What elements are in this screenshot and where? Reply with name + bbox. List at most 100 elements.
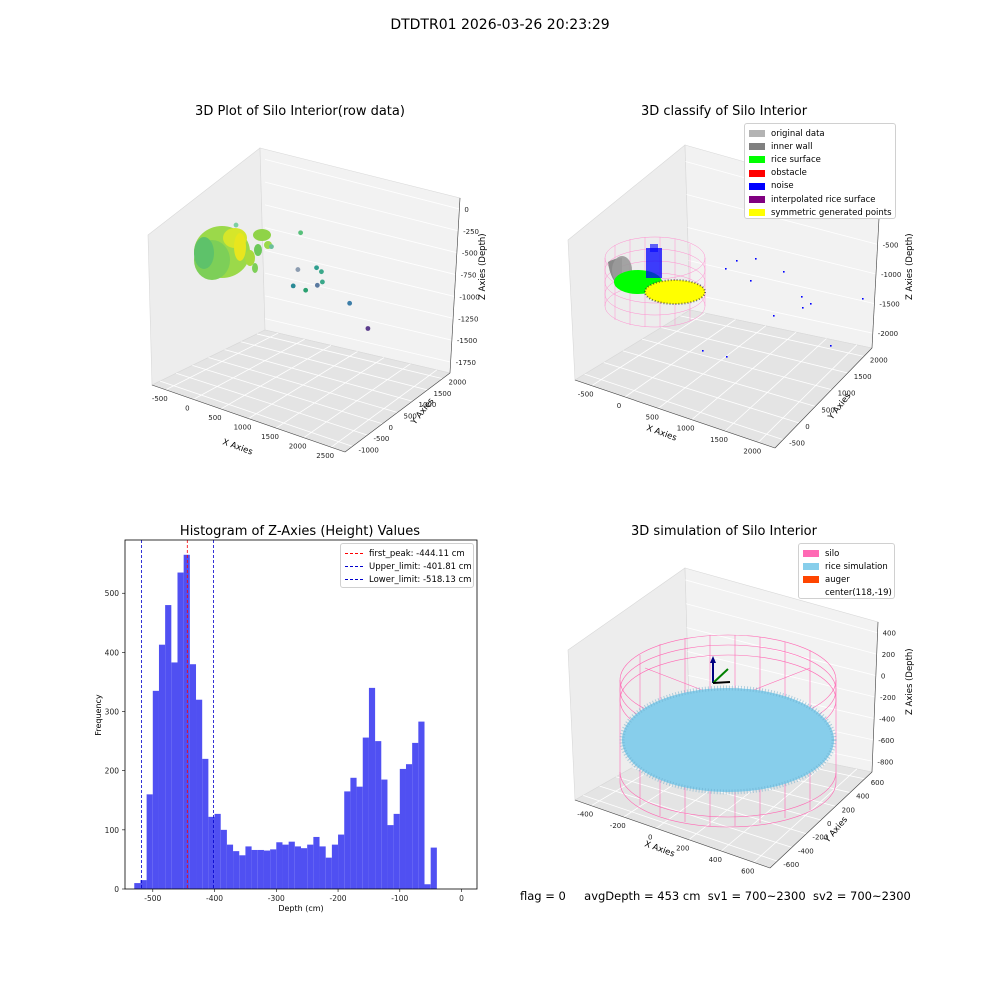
histogram-chart: -500 -400 -300 -200 -100 0 0 100 200 300 400 500 De… bbox=[94, 539, 478, 913]
legend-item-auger: auger bbox=[803, 573, 890, 586]
raw-z-axis-label: Z Axies (Depth) bbox=[478, 233, 488, 300]
histogram-x-label: Depth (cm) bbox=[278, 904, 323, 913]
y-tick-label: -500 bbox=[374, 435, 390, 443]
histogram-bar bbox=[208, 816, 215, 889]
histogram-bar bbox=[257, 849, 264, 889]
histogram-bar bbox=[307, 844, 314, 889]
classify-3d-plot: -500 0 500 1000 1500 2000 -500 0 500 1000 1500 2000… bbox=[567, 144, 915, 455]
histogram-bar bbox=[158, 644, 166, 889]
raw-3d-plot: -50005001000150020002500-1000-5000500100… bbox=[147, 147, 488, 460]
histogram-bar bbox=[368, 687, 376, 889]
y-tick-label: 500 bbox=[404, 413, 417, 421]
z-tick-label: -1000 bbox=[881, 271, 901, 279]
histogram-bar bbox=[276, 842, 283, 889]
histogram-bar bbox=[140, 880, 147, 889]
legend-item-rice-simulation: rice simulation bbox=[803, 560, 890, 573]
x-tick-label: 1500 bbox=[710, 436, 728, 444]
y-tick-label: 1500 bbox=[854, 373, 872, 381]
x-tick-label: -500 bbox=[152, 395, 168, 403]
histogram-bar bbox=[418, 721, 425, 889]
sim-x-axis-label: X Axies bbox=[643, 839, 676, 859]
legend-swatch bbox=[749, 156, 765, 164]
noise-point bbox=[750, 280, 752, 282]
legend-swatch bbox=[749, 196, 765, 204]
legend-item-obstacle: obstacle bbox=[749, 167, 891, 180]
legend-swatch bbox=[749, 209, 765, 217]
outlier-point bbox=[303, 287, 309, 293]
y-tick-label: 300 bbox=[105, 708, 120, 717]
histogram-bar bbox=[331, 844, 339, 889]
y-tick-label: -500 bbox=[789, 440, 805, 448]
x-tick-label: 200 bbox=[676, 845, 689, 853]
outlier-point bbox=[314, 265, 319, 271]
histogram-bar bbox=[171, 662, 178, 889]
histogram-bar bbox=[239, 855, 246, 889]
histogram-bar bbox=[430, 847, 437, 889]
x-tick-label: 2000 bbox=[289, 443, 307, 451]
histogram-bar bbox=[146, 794, 153, 889]
histogram-bar bbox=[288, 841, 295, 889]
histogram-bar bbox=[233, 851, 240, 889]
noise-point bbox=[802, 307, 804, 309]
histogram-bar bbox=[338, 834, 345, 889]
avg-depth-text: avgDepth = 453 cm bbox=[584, 889, 701, 903]
noise-point bbox=[783, 271, 785, 273]
x-tick-label: 2000 bbox=[743, 447, 761, 455]
x-tick-label: 0 bbox=[185, 404, 189, 412]
outlier-point bbox=[320, 279, 325, 285]
noise-point bbox=[755, 258, 757, 260]
x-tick-label: -400 bbox=[577, 811, 593, 819]
y-tick-label: 600 bbox=[871, 779, 884, 787]
histogram-bar bbox=[381, 779, 388, 889]
histogram-bar bbox=[301, 848, 308, 889]
y-tick-label: -400 bbox=[798, 847, 814, 855]
y-tick-label: -600 bbox=[783, 861, 799, 869]
z-tick-label: -500 bbox=[462, 250, 478, 258]
panel-title-raw: 3D Plot of Silo Interior(row data) bbox=[195, 104, 405, 119]
histogram-y-label: Frequency bbox=[94, 694, 103, 736]
histogram-bar bbox=[294, 846, 301, 889]
noise-point bbox=[773, 315, 775, 317]
histogram-bar bbox=[387, 825, 394, 889]
y-tick-label: 0 bbox=[827, 820, 831, 828]
figure-title: DTDTR01 2026-03-26 20:23:29 bbox=[390, 17, 610, 33]
z-tick-label: -250 bbox=[463, 228, 479, 236]
histogram-bar bbox=[344, 791, 351, 889]
histogram-bar bbox=[313, 836, 320, 889]
z-tick-label: 200 bbox=[882, 651, 895, 659]
legend-item-noise: noise bbox=[749, 180, 891, 193]
x-tick-label: -400 bbox=[206, 894, 223, 903]
y-tick-label: 2000 bbox=[870, 356, 888, 364]
y-tick-label: 1000 bbox=[419, 401, 437, 409]
legend-item-center: center(118,-19) bbox=[803, 587, 892, 600]
legend-swatch bbox=[803, 563, 819, 571]
classify-x-axis-label: X Axies bbox=[645, 423, 678, 443]
classify-legend: original data inner wall rice surface ob… bbox=[744, 123, 896, 219]
legend-item-symmetric: symmetric generated points bbox=[749, 206, 892, 219]
histogram-bar bbox=[202, 758, 209, 889]
z-tick-label: -1250 bbox=[458, 315, 478, 323]
z-tick-label: -800 bbox=[877, 758, 893, 766]
histogram-bar bbox=[270, 849, 277, 889]
simulation-legend: silo rice simulation auger center(118,-1… bbox=[798, 543, 895, 599]
panel-title-histogram: Histogram of Z-Axies (Height) Values bbox=[179, 524, 421, 539]
y-tick-label: 200 bbox=[105, 767, 120, 776]
y-tick-label: 0 bbox=[114, 885, 119, 894]
z-tick-label: 0 bbox=[464, 206, 468, 214]
histogram-bar bbox=[393, 813, 400, 889]
histogram-bar bbox=[189, 664, 197, 889]
histogram-bar bbox=[282, 844, 289, 889]
histogram-legend: first_peak: -444.11 cm Upper_limit: -401… bbox=[340, 543, 474, 588]
noise-point bbox=[830, 345, 832, 347]
y-tick-label: -1000 bbox=[359, 446, 379, 454]
legend-swatch bbox=[749, 182, 765, 190]
legend-swatch bbox=[749, 169, 765, 177]
histogram-bar bbox=[245, 846, 252, 889]
noise-point bbox=[725, 268, 727, 270]
legend-item-first-peak: first_peak: -444.11 cm bbox=[345, 547, 469, 560]
legend-line bbox=[345, 566, 363, 568]
legend-line bbox=[345, 579, 363, 581]
histogram-bar bbox=[152, 690, 159, 889]
sv2-text: sv2 = 700~2300 bbox=[812, 889, 911, 903]
histogram-bar bbox=[177, 572, 184, 889]
